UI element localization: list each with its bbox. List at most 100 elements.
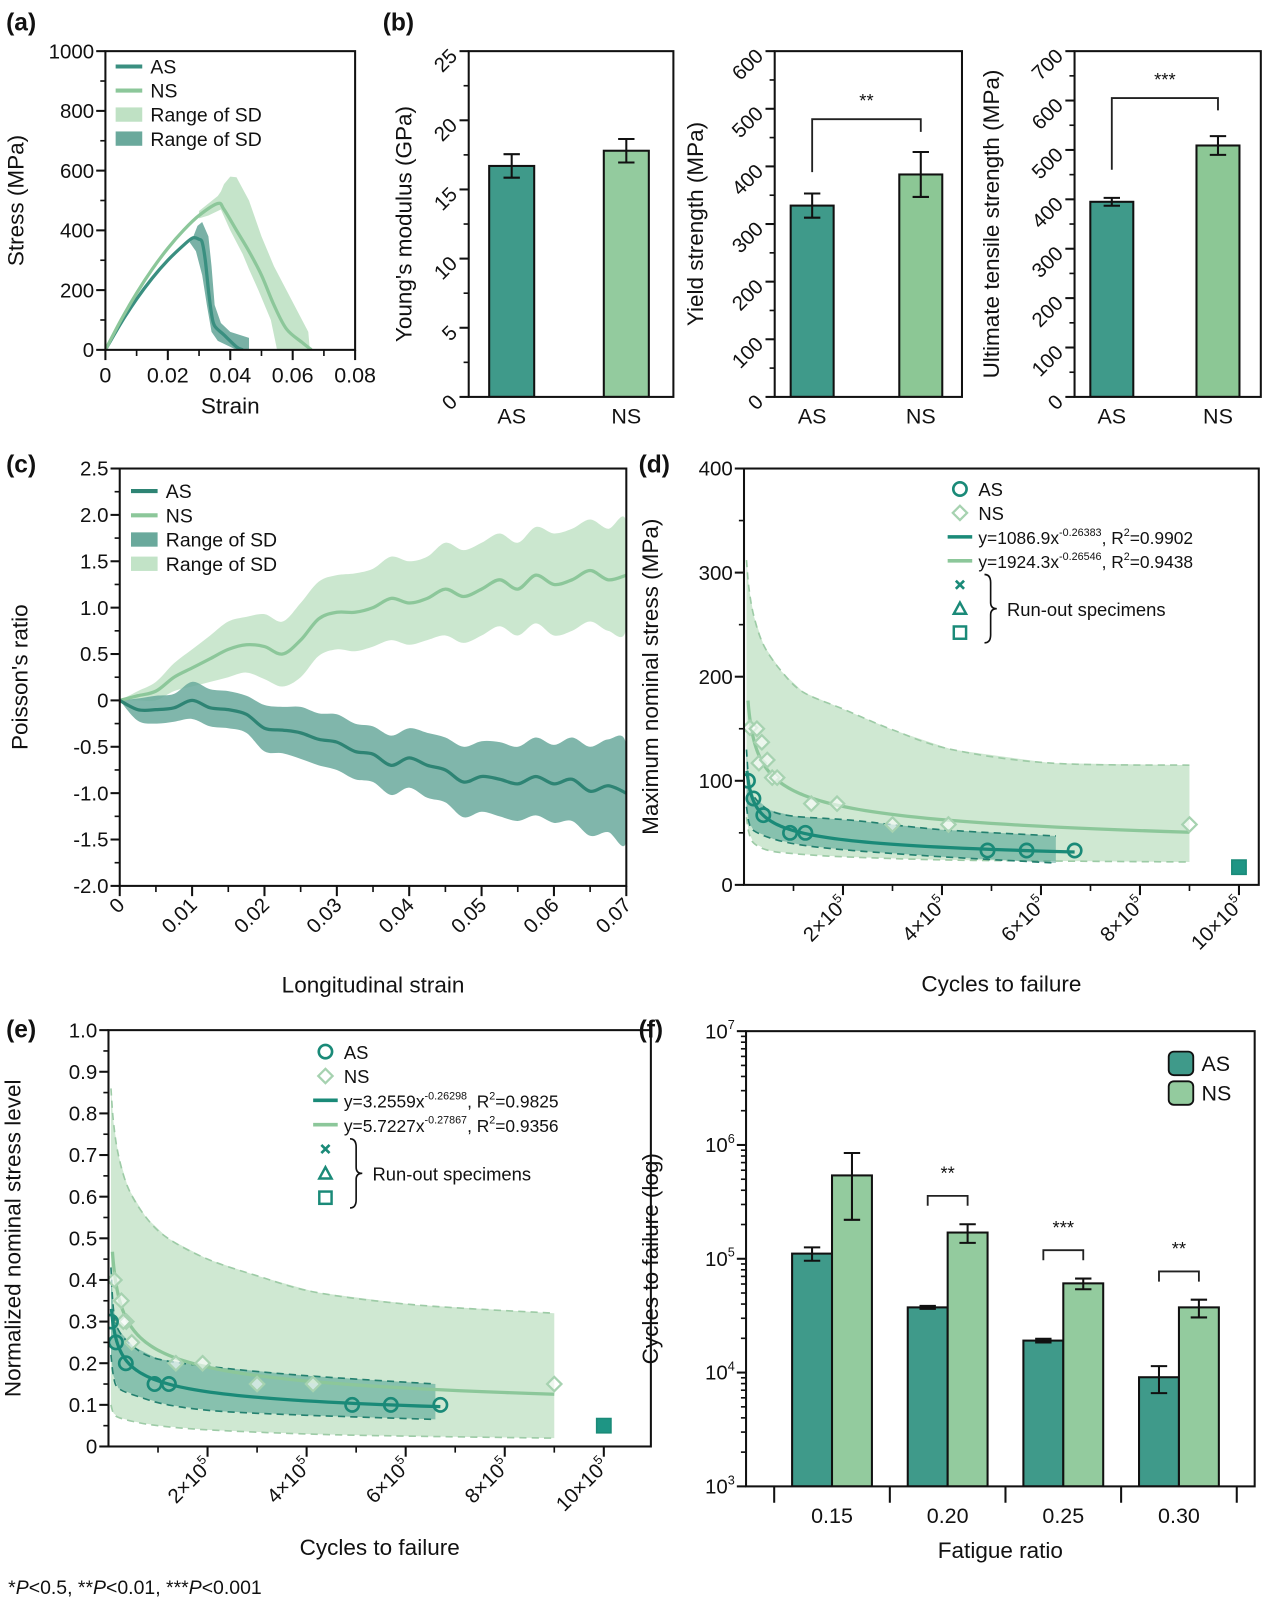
legend-fit-equation: y=1086.9x-0.26383, R2=0.9902 bbox=[978, 527, 1193, 548]
legend-fit-equation-segment: 2 bbox=[489, 1115, 495, 1127]
plot-area bbox=[108, 1088, 564, 1439]
legend-fit-equation: y=3.2559x-0.26298, R2=0.9825 bbox=[344, 1090, 559, 1111]
error-bar bbox=[803, 192, 821, 219]
legend-label: AS bbox=[978, 479, 1003, 500]
data-point-AS bbox=[1018, 842, 1035, 859]
y-tick-label: 0 bbox=[83, 339, 94, 362]
legend-label: Range of SD bbox=[166, 530, 277, 552]
y-tick-label: 400 bbox=[60, 220, 94, 243]
cross-stroke bbox=[954, 579, 965, 590]
y-tick-label-base: 10 bbox=[705, 1020, 728, 1043]
significance-footnote-segment: P bbox=[93, 1577, 106, 1599]
legend-fit-equation-segment: -0.26383 bbox=[1059, 527, 1102, 539]
x-tick-label: 6×105 bbox=[360, 1453, 415, 1508]
x-tick-label: 10×105 bbox=[1185, 891, 1248, 954]
y-tick-label: 0.9 bbox=[69, 1061, 97, 1084]
bar-NS-0.30 bbox=[1177, 1306, 1220, 1487]
sd-band-NS bbox=[746, 560, 1190, 862]
y-tick-label: 25 bbox=[430, 45, 462, 77]
error-bar bbox=[919, 1304, 936, 1310]
y-axis-title: Yield strength (MPa) bbox=[683, 122, 708, 326]
panel-label: (b) bbox=[383, 10, 414, 37]
bar-AS-0.20 bbox=[906, 1306, 949, 1487]
y-axis-title: Cycles to failure (log) bbox=[638, 1153, 663, 1364]
x-tick-label: 0.05 bbox=[447, 894, 491, 938]
category-label: NS bbox=[611, 405, 641, 429]
sd-band-lower-edge bbox=[745, 806, 1056, 864]
legend-fit-equation-segment: , R bbox=[1102, 552, 1124, 572]
x-tick-label: 4×105 bbox=[896, 891, 951, 946]
data-point-AS bbox=[979, 842, 996, 859]
legend-swatch-AS bbox=[1167, 1050, 1195, 1077]
y-tick-label: 20 bbox=[430, 114, 462, 146]
data-point-NS bbox=[758, 751, 777, 769]
significance-footnote-segment: * bbox=[8, 1577, 16, 1599]
data-point-NS bbox=[248, 1375, 266, 1393]
plot-area bbox=[105, 176, 313, 350]
y-tick-label: 200 bbox=[60, 279, 94, 302]
y-tick-label: 1000 bbox=[49, 40, 95, 63]
legend-band-swatch bbox=[130, 556, 158, 571]
x-tick-label: 0.03 bbox=[302, 894, 346, 938]
data-point-NS bbox=[768, 768, 786, 787]
legend-label: NS bbox=[1201, 1082, 1231, 1106]
legend-fit-equation-segment: -0.27867 bbox=[425, 1115, 468, 1127]
data-point-AS bbox=[344, 1396, 361, 1413]
x-axis-title: Longitudinal strain bbox=[282, 972, 465, 997]
legend-band-swatch bbox=[130, 532, 158, 547]
plot-area bbox=[791, 1174, 1220, 1487]
sd-band-AS bbox=[119, 681, 627, 847]
brace-icon bbox=[349, 1137, 363, 1209]
legend-swatch-NS bbox=[1167, 1080, 1195, 1106]
y-tick-label: 0.2 bbox=[69, 1352, 97, 1375]
sd-band-lower-edge bbox=[745, 817, 1190, 863]
series-line-NS bbox=[119, 568, 627, 702]
legend-label: Range of SD bbox=[166, 554, 277, 576]
error-bar bbox=[959, 1223, 976, 1244]
data-point-AS bbox=[745, 790, 762, 807]
y-tick-label: 800 bbox=[60, 100, 94, 123]
series-line-AS bbox=[119, 698, 627, 795]
error-bar bbox=[912, 150, 929, 198]
legend-triangle-icon bbox=[951, 599, 969, 616]
data-point-NS bbox=[883, 815, 902, 834]
data-point-NS bbox=[304, 1375, 322, 1393]
significance-footnote-segment: <0.01, *** bbox=[106, 1577, 189, 1599]
y-tick-label: 103 bbox=[705, 1473, 735, 1498]
y-axis-title: Ultimate tensile strength (MPa) bbox=[979, 70, 1004, 379]
x-tick-label: 0 bbox=[99, 364, 111, 388]
data-point-NS bbox=[828, 794, 846, 813]
legend-label: AS bbox=[166, 481, 192, 503]
x-tick-label: 10×105 bbox=[550, 1453, 613, 1516]
y-tick-label-base: 10 bbox=[705, 1248, 728, 1271]
data-point-AS bbox=[797, 824, 814, 841]
y-tick-label: 600 bbox=[1027, 94, 1067, 134]
y-tick-label: 0.8 bbox=[69, 1103, 97, 1126]
legend-square-icon bbox=[952, 625, 968, 640]
legend-label: NS bbox=[150, 81, 177, 103]
category-label: 0.20 bbox=[927, 1504, 969, 1528]
y-tick-label: 105 bbox=[705, 1246, 735, 1271]
y-tick-label: 0.7 bbox=[69, 1144, 97, 1167]
brace-icon bbox=[984, 573, 997, 644]
y-tick-label: 100 bbox=[1027, 341, 1067, 381]
significance-label: *** bbox=[1154, 69, 1176, 90]
y-tick-label: 1.0 bbox=[69, 1019, 97, 1042]
data-point-NS bbox=[112, 1292, 131, 1310]
y-tick-label: -1.0 bbox=[73, 782, 108, 805]
y-tick-label: 15 bbox=[430, 183, 462, 215]
legend-band-swatch bbox=[115, 131, 143, 146]
bar-NS bbox=[602, 149, 650, 397]
legend-fit-equation-segment: =0.9825 bbox=[495, 1091, 558, 1111]
significance-label: *** bbox=[1053, 1217, 1075, 1238]
data-point-AS bbox=[117, 1355, 134, 1372]
y-tick-label-base: 10 bbox=[705, 1362, 728, 1385]
legend-cross-icon bbox=[954, 579, 965, 590]
data-point-AS bbox=[432, 1396, 449, 1413]
y-axis-title: Young's modulus (GPa) bbox=[391, 106, 416, 342]
y-axis-title: Normalized nominal stress level bbox=[0, 1080, 25, 1398]
significance-footnote: *P<0.5, **P<0.01, ***P<0.001 bbox=[8, 1577, 262, 1599]
y-tick-label: 300 bbox=[1027, 242, 1067, 282]
x-tick-label: 0.02 bbox=[230, 894, 274, 938]
